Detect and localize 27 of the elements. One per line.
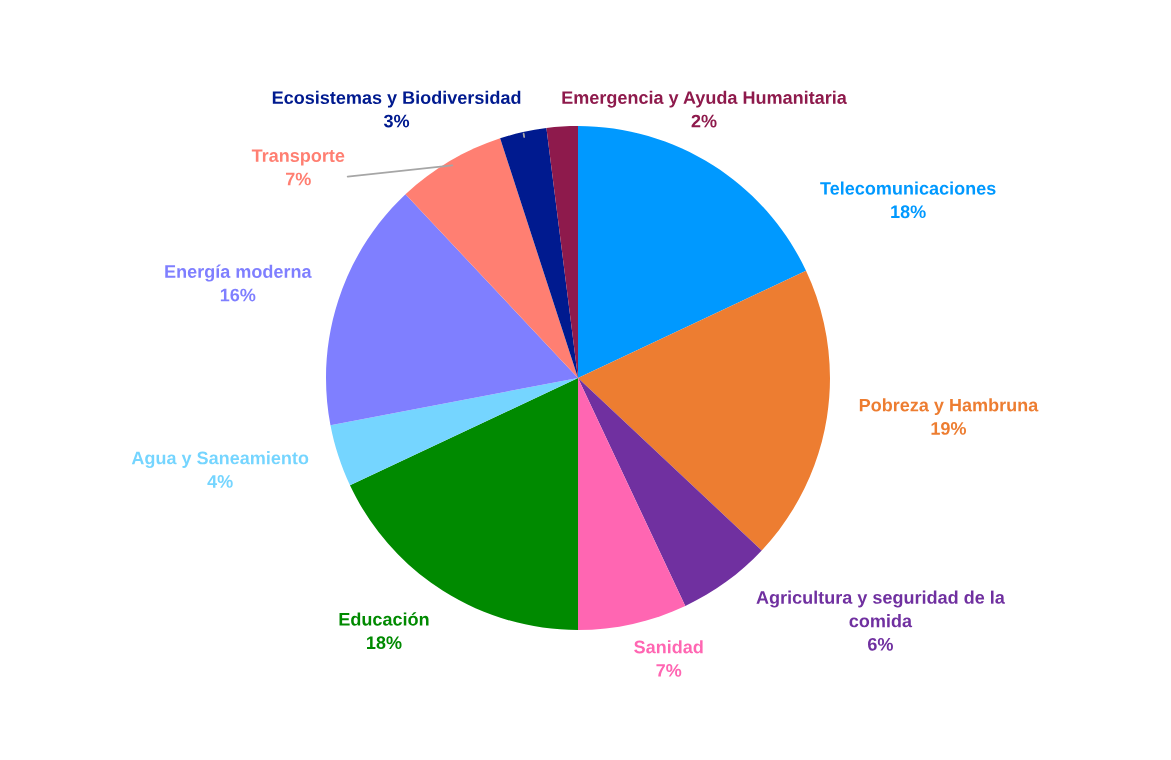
slice-label: Agua y Saneamiento: [131, 451, 309, 469]
slice-label: Ecosistemas y Biodiversidad: [272, 90, 521, 108]
data-label: 18%: [367, 636, 402, 650]
slice-label: Pobreza y Hambruna: [859, 398, 1039, 416]
data-label: 7%: [286, 172, 311, 186]
slice-label: Telecomunicaciones: [820, 181, 996, 195]
pie-slice: [578, 378, 686, 630]
slice-label: Sanidad: [634, 640, 703, 654]
slice-label: Transporte: [251, 149, 345, 166]
data-label: 16%: [220, 288, 256, 302]
data-label: 4%: [207, 475, 233, 488]
data-label: 19%: [931, 422, 967, 435]
pie-slice: [500, 127, 578, 378]
slice-label: Educación: [339, 612, 429, 626]
slice-label: Agricultura y seguridad de la comida: [756, 590, 1005, 628]
slice-label: Emergencia y Ayuda Humanitaria: [562, 90, 847, 108]
data-label: 18%: [891, 205, 926, 219]
pie-slice: [330, 378, 578, 486]
data-label: 7%: [656, 664, 682, 677]
pie-slice: [405, 138, 578, 378]
pie-slice: [578, 126, 807, 378]
data-label: 3%: [383, 114, 410, 128]
pie-slice: [578, 270, 830, 551]
data-label: 6%: [868, 637, 893, 651]
data-label: 2%: [691, 114, 717, 128]
pie-slice: [326, 194, 578, 426]
slice-label: Energía moderna: [165, 264, 312, 282]
